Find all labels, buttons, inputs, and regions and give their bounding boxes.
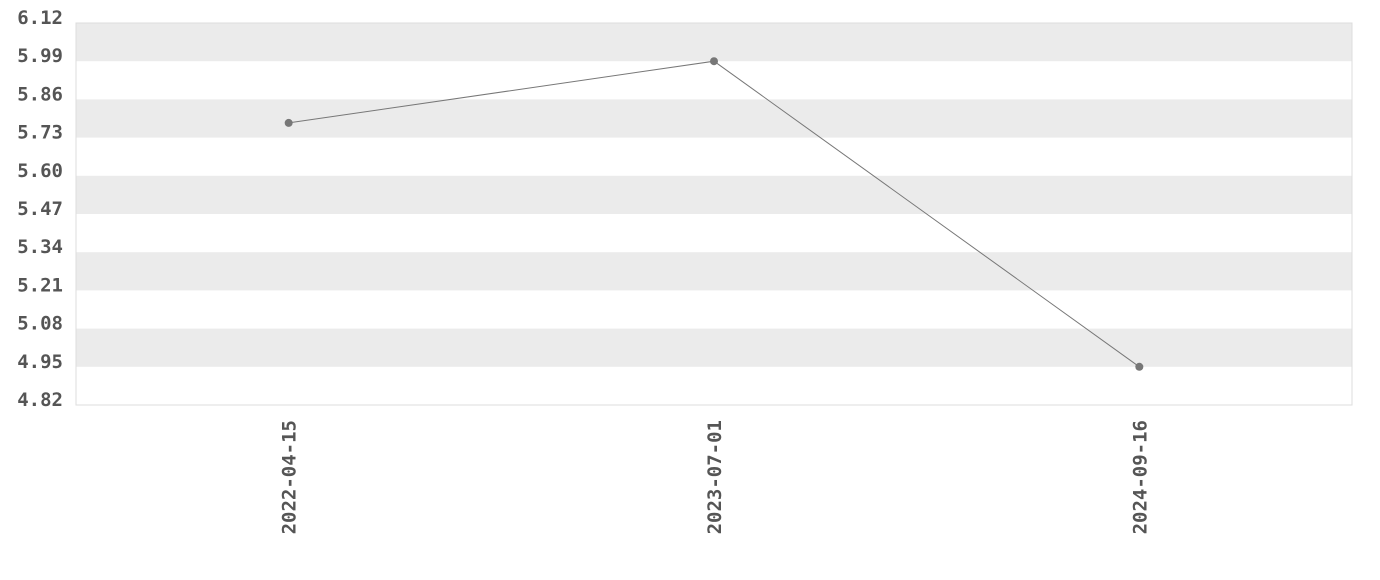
x-tick-label: 2022-04-15 (279, 420, 301, 534)
grid-band (76, 99, 1352, 138)
grid-bands (76, 23, 1352, 367)
y-tick-label: 5.86 (17, 83, 63, 105)
grid-band (76, 175, 1352, 214)
data-point (710, 57, 718, 66)
y-tick-label: 5.08 (17, 313, 63, 335)
x-tick-label: 2024-09-16 (1129, 420, 1151, 534)
grid-band (76, 23, 1352, 62)
x-tick-label: 2023-07-01 (704, 420, 726, 534)
y-tick-label: 5.34 (17, 236, 63, 258)
y-tick-label: 5.99 (17, 45, 63, 67)
y-tick-label: 5.73 (17, 122, 63, 144)
plot-frame (75, 22, 1353, 406)
y-tick-label: 5.60 (17, 160, 63, 182)
y-axis: 6.12 5.99 5.86 5.73 5.60 5.47 5.34 5.21 5.08 4.95… (17, 7, 63, 411)
y-tick-label: 4.95 (17, 351, 63, 373)
y-tick-label: 5.21 (17, 274, 63, 296)
grid-band (76, 252, 1352, 291)
grid-band (76, 328, 1352, 367)
x-axis: 2022-04-15 2023-07-01 2024-09-16 (279, 420, 1152, 534)
data-points (284, 57, 1144, 371)
y-tick-label: 5.47 (17, 198, 63, 220)
y-tick-label: 4.82 (17, 389, 63, 411)
y-tick-label: 6.12 (17, 7, 63, 29)
data-point (284, 118, 293, 127)
data-point (1135, 362, 1144, 371)
